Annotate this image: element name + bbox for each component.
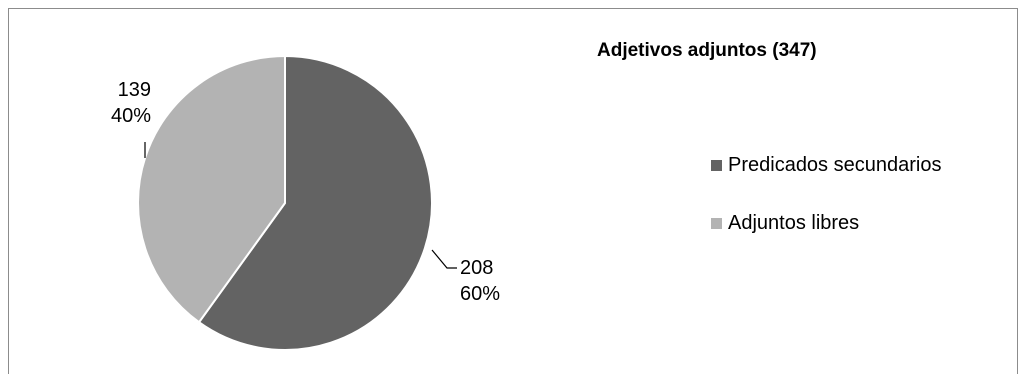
legend-item-predicados-secundarios: Predicados secundarios	[711, 152, 941, 178]
legend-label: Adjuntos libres	[728, 211, 860, 234]
pie-slice-0	[197, 54, 433, 351]
data-label-value-0: 208	[460, 257, 493, 279]
data-label-value-1: 139	[118, 79, 151, 101]
legend-swatch-predicados-secundarios	[711, 159, 722, 171]
legend: Predicados secundarios Adjuntos libres	[711, 152, 941, 268]
legend-swatch-adjuntos-libres	[711, 217, 722, 229]
legend-label: Predicados secundarios	[728, 153, 942, 176]
leader-line-0	[431, 249, 457, 269]
data-label-percent-0: 60%	[460, 283, 500, 305]
data-label-percent-1: 40%	[111, 105, 151, 127]
legend-item-adjuntos-libres: Adjuntos libres	[711, 210, 941, 236]
chart-title: Adjetivos adjuntos (347)	[597, 40, 817, 61]
